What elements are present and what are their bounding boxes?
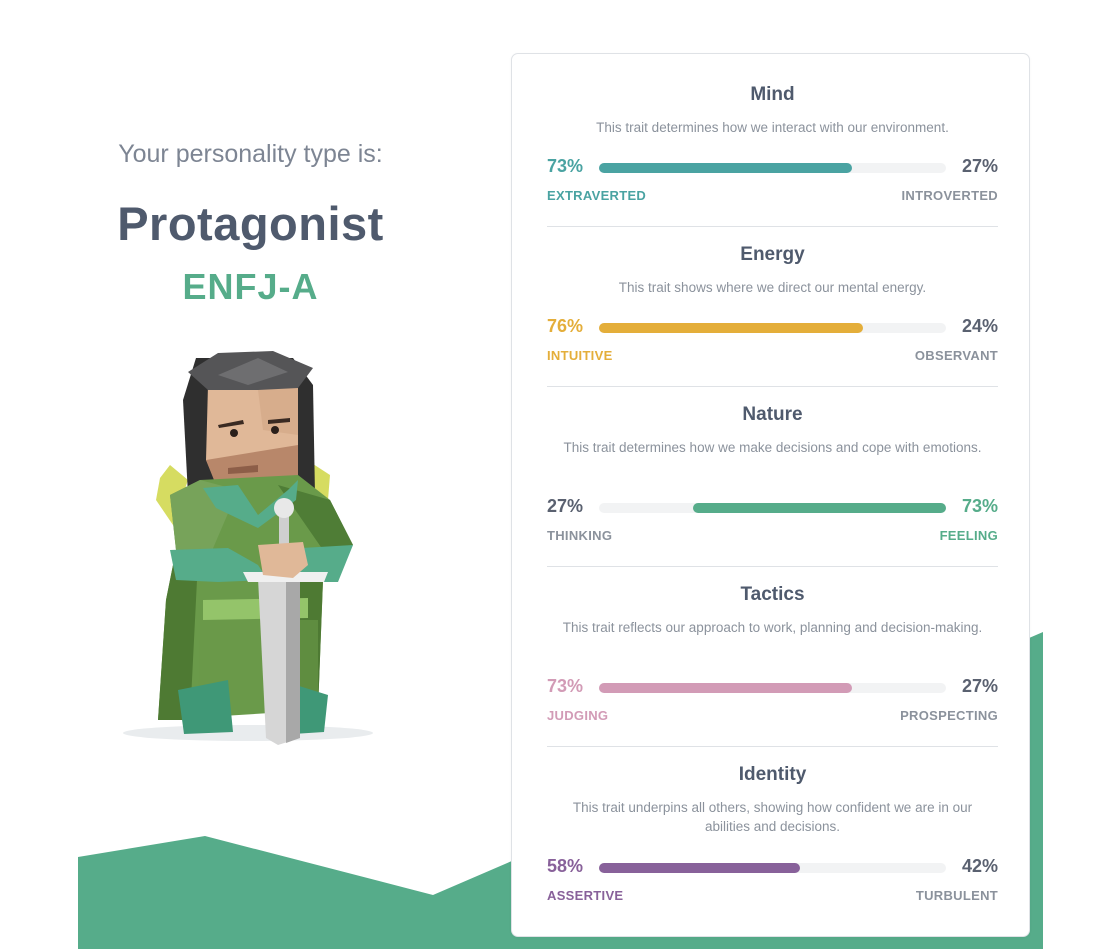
trait-bar-fill	[599, 683, 852, 693]
right-label: TURBULENT	[915, 888, 998, 903]
trait-title: Energy	[740, 244, 805, 265]
right-label: FEELING	[939, 528, 998, 543]
left-label: JUDGING	[547, 708, 609, 723]
trait-bar-track	[599, 503, 946, 513]
right-percent: 73%	[961, 496, 998, 516]
trait-bar-fill	[599, 163, 852, 173]
trait-divider	[547, 386, 998, 387]
trait-energy: Energy This trait shows where we direct o…	[547, 244, 998, 414]
right-percent: 27%	[961, 156, 998, 176]
trait-bar-track	[599, 863, 946, 873]
trait-divider	[547, 746, 998, 747]
trait-bar-fill	[693, 503, 946, 513]
protagonist-character-illustration	[123, 351, 373, 745]
left-percent: 73%	[547, 676, 584, 696]
trait-bar-fill	[599, 323, 863, 333]
trait-scores-card: Mind This trait determines how we interac…	[511, 53, 1030, 937]
trait-bar-fill	[599, 863, 800, 873]
trait-description: This trait shows where we direct our men…	[618, 280, 927, 295]
trait-bar-track	[599, 163, 946, 173]
trait-title: Nature	[742, 404, 803, 425]
intro-text: Your personality type is:	[118, 140, 383, 168]
personality-type-code: ENFJ-A	[182, 266, 319, 307]
trait-tactics: Tactics This trait reflects our approach …	[547, 584, 998, 754]
trait-bar-track	[599, 323, 946, 333]
trait-divider	[547, 566, 998, 567]
right-percent: 42%	[961, 856, 998, 876]
left-percent: 27%	[547, 496, 584, 516]
right-label: PROSPECTING	[900, 708, 998, 723]
left-percent: 58%	[547, 856, 584, 876]
left-label: THINKING	[547, 528, 613, 543]
right-label: INTROVERTED	[901, 188, 998, 203]
personality-type-name: Protagonist	[117, 197, 384, 250]
trait-title: Tactics	[740, 584, 805, 605]
trait-nature: Nature This trait determines how we make …	[547, 404, 998, 574]
left-label: INTUITIVE	[547, 348, 613, 363]
trait-description: This trait underpins all others, showing…	[572, 800, 973, 834]
right-percent: 24%	[961, 316, 998, 336]
trait-title: Identity	[738, 764, 807, 785]
trait-description: This trait reflects our approach to work…	[562, 620, 983, 635]
trait-description: This trait determines how we interact wi…	[596, 120, 949, 135]
right-label: OBSERVANT	[914, 348, 998, 363]
trait-mind: Mind This trait determines how we interac…	[547, 84, 998, 254]
right-percent: 27%	[961, 676, 998, 696]
left-percent: 76%	[547, 316, 584, 336]
left-label: EXTRAVERTED	[547, 188, 647, 203]
trait-identity: Identity This trait underpins all others,…	[547, 764, 998, 934]
trait-bar-track	[599, 683, 946, 693]
trait-description: This trait determines how we make decisi…	[563, 440, 982, 455]
left-percent: 73%	[547, 156, 584, 176]
trait-divider	[547, 226, 998, 227]
left-label: ASSERTIVE	[547, 888, 624, 903]
trait-title: Mind	[750, 84, 795, 105]
